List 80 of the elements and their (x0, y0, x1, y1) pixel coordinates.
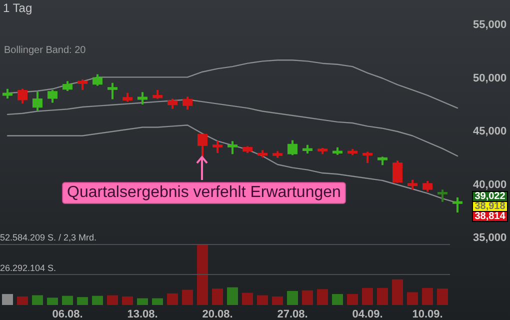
bar (317, 289, 328, 305)
text: 38,814 (472, 211, 508, 222)
bar (2, 294, 13, 305)
y-tick-label: 40,000 (473, 178, 507, 191)
candlestick (318, 147, 328, 156)
candlestick (2, 88, 12, 100)
x-tick-label: 06.08. (52, 308, 83, 320)
candlestick (392, 159, 402, 184)
bar (137, 298, 148, 305)
bar (17, 296, 28, 305)
candlestick (168, 98, 178, 110)
candlestick (18, 88, 28, 104)
x-tick-label: 20.08. (202, 308, 233, 320)
annotation: Quartalsergebnis verfehlt Erwartungen (62, 182, 346, 204)
candlestick (152, 88, 162, 100)
candlestick (108, 82, 118, 100)
candlestick (228, 140, 238, 156)
text: 39,022 (472, 191, 508, 202)
ref-line-label: 26.292.104 S. (0, 263, 56, 273)
bar (197, 244, 208, 305)
bar (62, 296, 73, 305)
candlestick (302, 144, 312, 155)
candlestick (348, 148, 358, 156)
bar (212, 288, 223, 305)
bar (272, 296, 283, 305)
candlestick (362, 150, 372, 164)
bar (47, 298, 58, 305)
y-tick-label: 45,000 (473, 126, 507, 138)
candlestick (272, 150, 282, 159)
candlestick (92, 73, 102, 87)
bar (77, 297, 88, 305)
ref-line-label: 52.584.209 S. / 2,3 Mrd. (0, 232, 97, 242)
candlestick (62, 80, 72, 92)
chart-subtitle: 1 Tag (3, 1, 32, 15)
bar (167, 293, 178, 305)
candlestick (258, 149, 268, 158)
candlestick (332, 146, 342, 156)
bar (392, 279, 403, 305)
bar (407, 292, 418, 305)
candlestick (438, 188, 448, 203)
bar (377, 288, 388, 305)
bar (182, 290, 193, 305)
y-tick-label: 55,000 (473, 19, 507, 31)
candlestick (48, 88, 58, 104)
candlestick (138, 91, 148, 106)
candlestick (78, 78, 88, 91)
bar (332, 294, 343, 305)
y-tick-label: 35,000 (473, 232, 507, 244)
bar (242, 292, 253, 305)
bar (287, 290, 298, 305)
x-tick-label: 04.09. (352, 308, 383, 320)
bar (152, 298, 163, 305)
annotation: Bollinger Band: 20 (4, 45, 86, 56)
x-tick-label: 10.09. (412, 308, 443, 320)
bar (122, 296, 133, 305)
bar (257, 295, 268, 305)
x-tick-label: 13.08. (127, 308, 158, 320)
y-tick-label: 50,000 (473, 72, 507, 84)
candlestick (242, 145, 252, 154)
text: 38,918 (472, 201, 508, 212)
candlestick (408, 178, 418, 191)
candlestick (32, 90, 42, 112)
bar (32, 295, 43, 305)
bar (302, 290, 313, 305)
bar (437, 288, 448, 305)
bar (422, 288, 433, 305)
candlestick (212, 140, 222, 154)
candlestick (452, 196, 462, 214)
bar (347, 294, 358, 305)
line-series (6, 98, 458, 157)
bar (92, 296, 103, 305)
candlestick (122, 92, 132, 103)
x-tick-label: 27.08. (277, 308, 308, 320)
candlestick (378, 156, 388, 166)
bar (107, 295, 118, 305)
candlestick (182, 96, 192, 110)
candlestick (288, 139, 298, 156)
bar (362, 288, 373, 305)
candlestick (422, 180, 432, 193)
bar (227, 287, 238, 305)
